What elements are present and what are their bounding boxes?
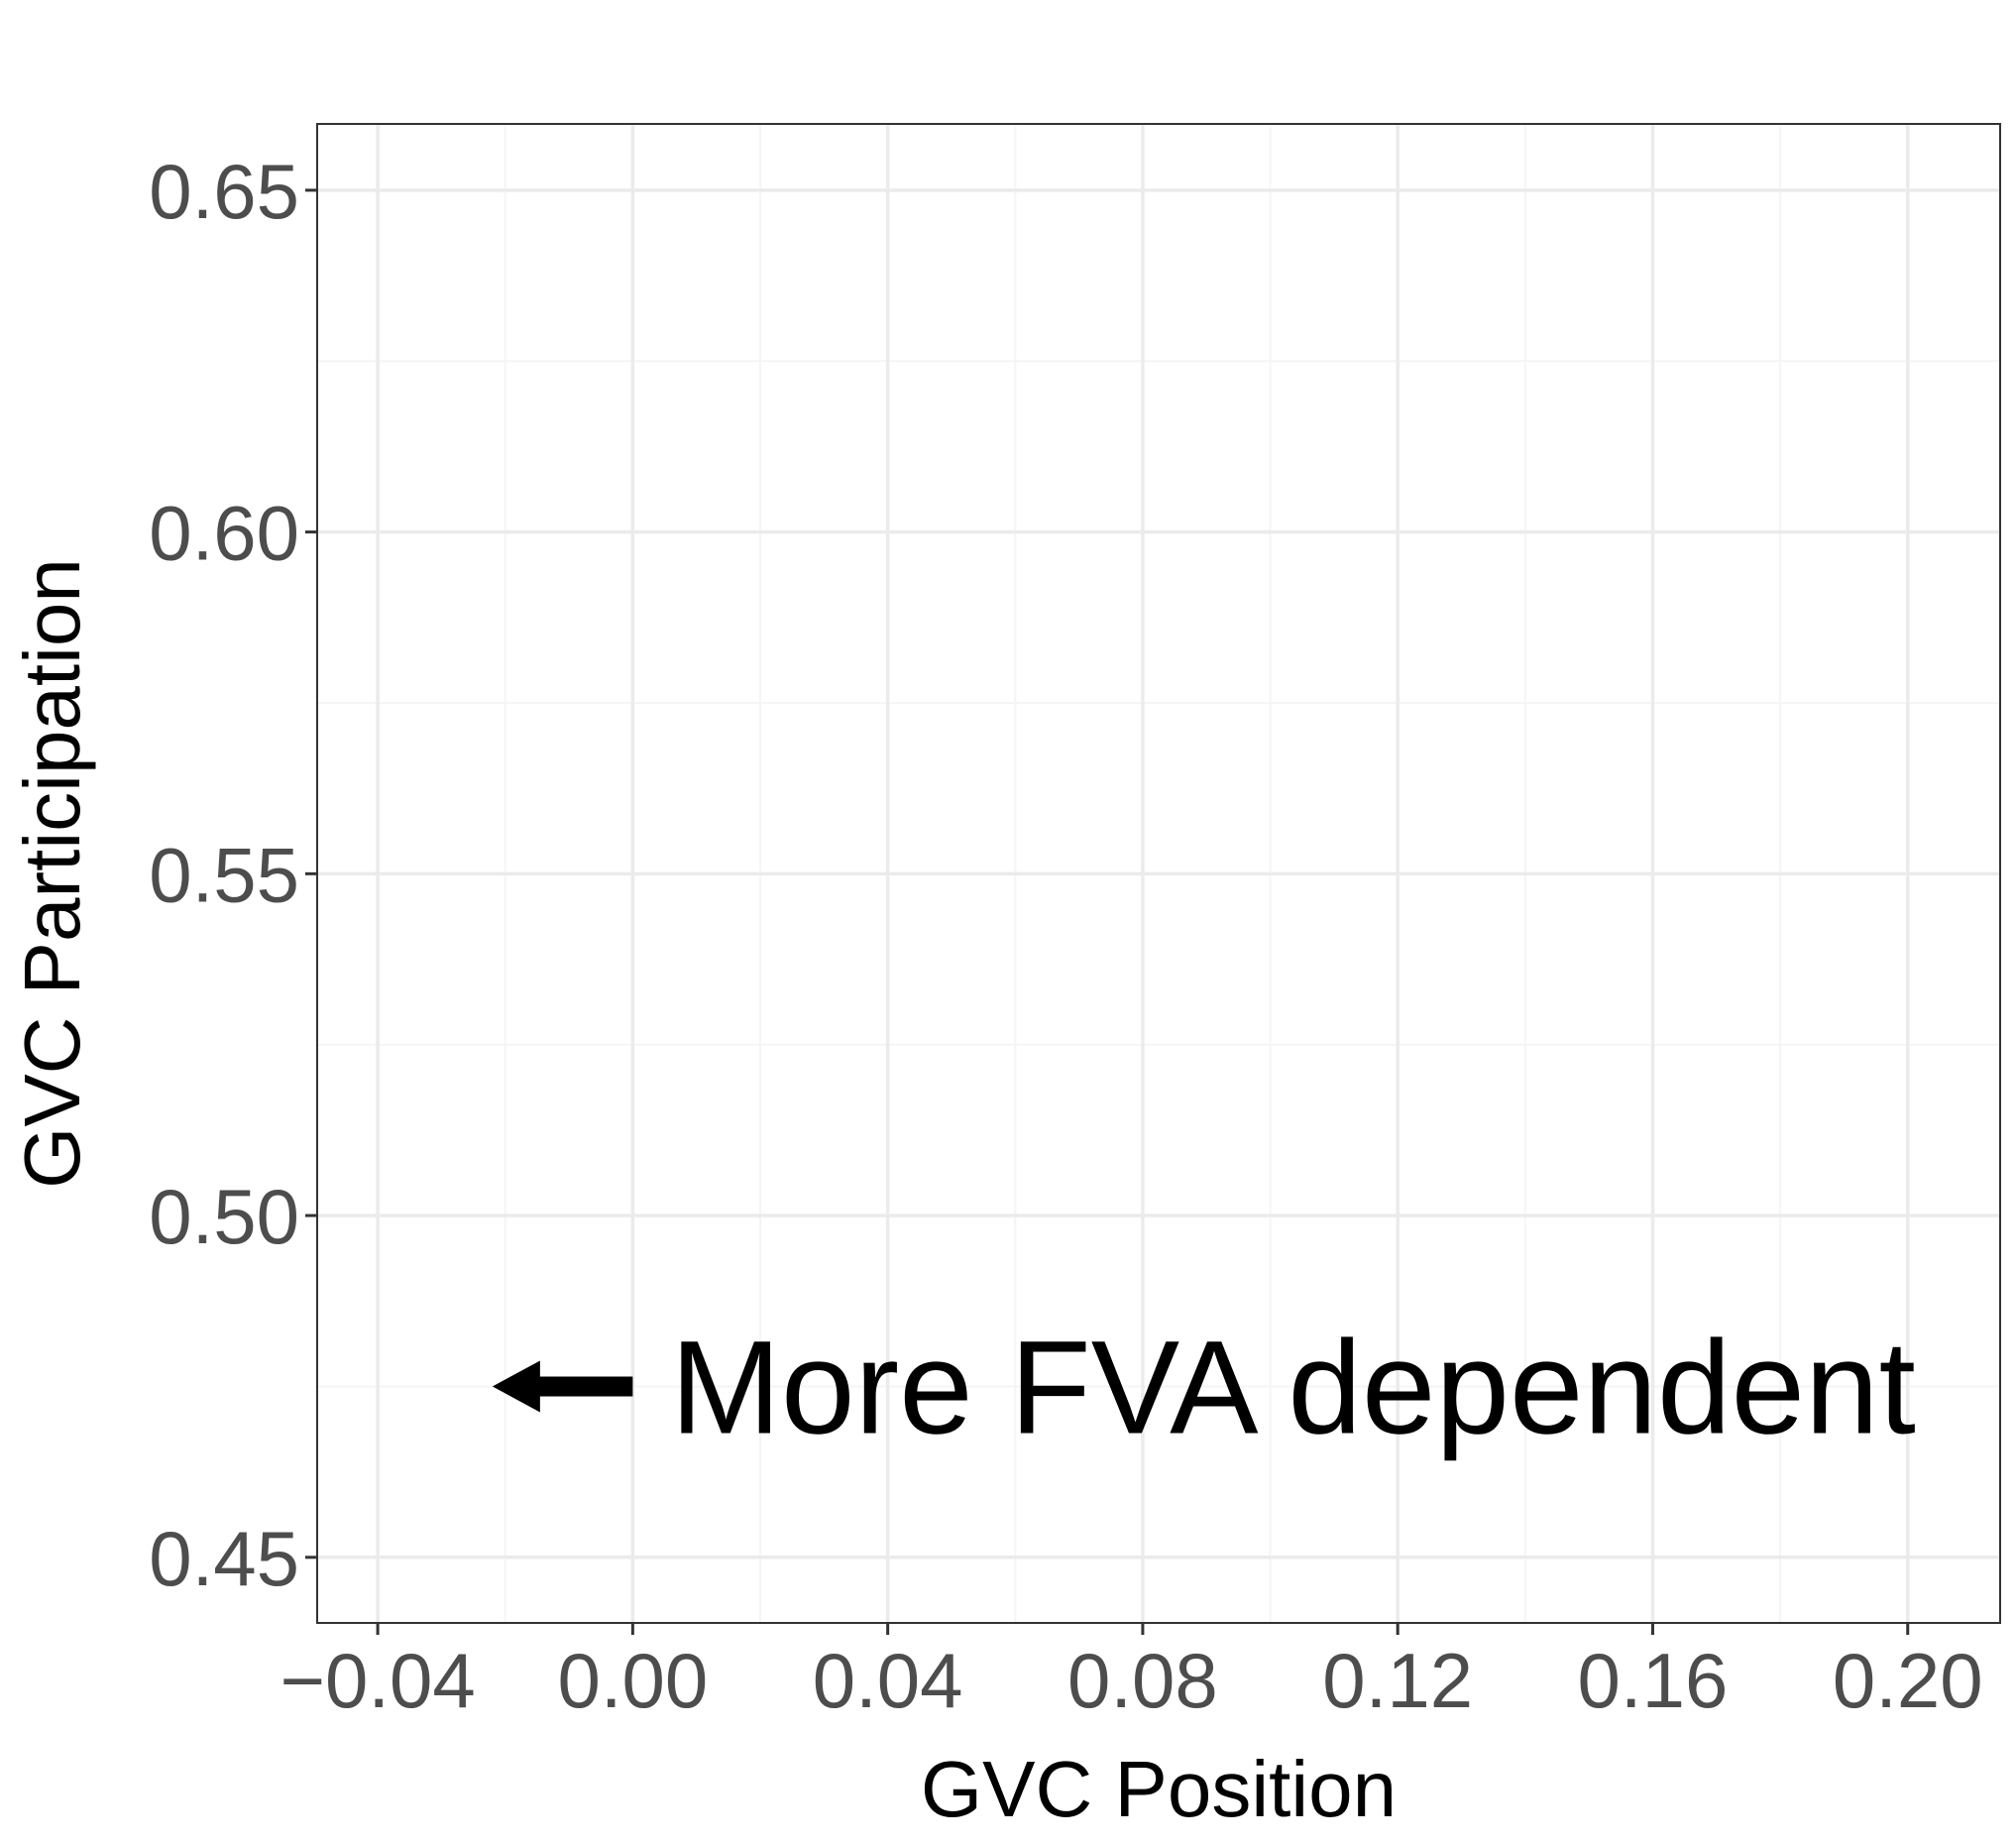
- y-tick-label: 0.55: [149, 831, 299, 918]
- y-axis-ticks: 0.45 0.50 0.55 0.60 0.65: [149, 148, 317, 1602]
- x-axis-title: GVC Position: [921, 1745, 1397, 1833]
- x-tick-label: −0.04: [280, 1637, 475, 1724]
- y-axis-title: GVC Participation: [8, 558, 96, 1189]
- annotation: More FVA dependent: [492, 1314, 1916, 1461]
- y-tick-label: 0.65: [149, 148, 299, 235]
- x-tick-label: 0.04: [813, 1637, 963, 1724]
- annotation-arrow-head: [492, 1360, 540, 1413]
- y-tick-label: 0.45: [149, 1515, 299, 1602]
- annotation-label: More FVA dependent: [670, 1314, 1915, 1461]
- x-tick-label: 0.00: [557, 1637, 708, 1724]
- grid-major: [317, 124, 2000, 1623]
- x-tick-label: 0.16: [1578, 1637, 1729, 1724]
- x-tick-label: 0.12: [1322, 1637, 1473, 1724]
- x-axis-ticks: −0.04 0.00 0.04 0.08 0.12 0.16 0.20: [280, 1623, 1983, 1724]
- x-tick-label: 0.20: [1833, 1637, 1983, 1724]
- y-tick-label: 0.50: [149, 1173, 299, 1260]
- y-tick-label: 0.60: [149, 490, 299, 577]
- x-tick-label: 0.08: [1067, 1637, 1218, 1724]
